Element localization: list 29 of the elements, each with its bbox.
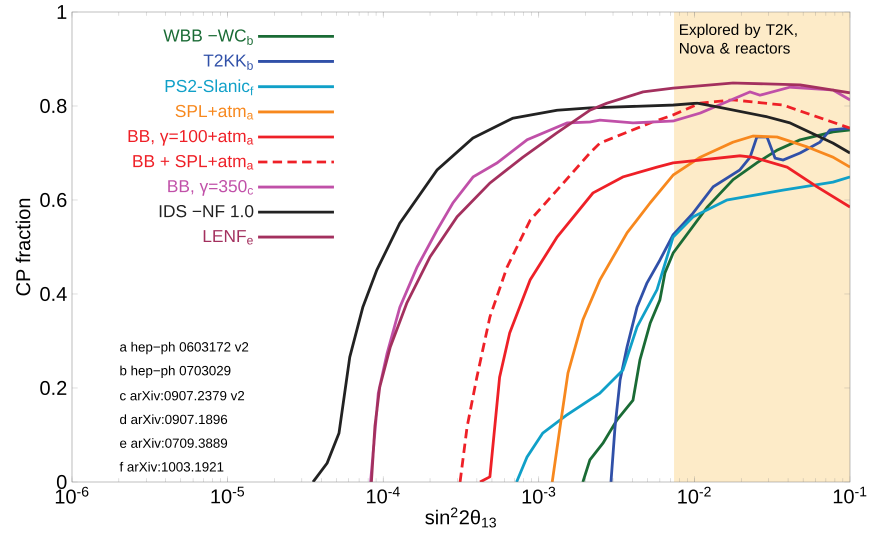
legend-label: WBB −WC$_{b}$: [163, 29, 253, 45]
annotation: e arXiv:0709.3889: [120, 438, 228, 448]
annotation: a hep−ph 0603172 v2: [120, 342, 248, 354]
legend-label: BB, γ=350$_{c}$: [168, 180, 254, 196]
x-tick-label: 10$^{-2}$: [678, 486, 711, 504]
legend-label: T2KK$_{b}$: [204, 54, 253, 70]
x-axis-title: sin$^{2}$2θ$_{13}$: [425, 507, 496, 528]
x-tick-label: 10$^{-5}$: [211, 486, 244, 504]
legend-label: IDS −NF 1.0: [160, 205, 254, 218]
legend-label: LENF$_{e}$: [204, 230, 253, 245]
legend-label: PS2-Slanic$_{f}$: [166, 79, 254, 96]
y-axis-title: CP fraction: [16, 198, 30, 296]
annotation: d arXiv:0907.1896: [120, 414, 228, 424]
x-tick-label: 10$^{-1}$: [834, 486, 866, 504]
y-tick-label: 0.8: [40, 98, 66, 114]
legend-label: SPL+atm$_{a}$: [176, 104, 254, 120]
y-tick-label: 1: [58, 5, 66, 19]
legend-label: BB + SPL+atm$_{a}$: [133, 154, 254, 170]
annotation: f arXiv:1003.1921: [120, 462, 224, 472]
x-tick-label: 10$^{-3}$: [522, 486, 556, 504]
y-tick-label: 0.4: [40, 286, 67, 302]
y-tick-label: 0.6: [40, 192, 66, 208]
legend-label: BB, γ=100+atm$_{a}$: [128, 130, 254, 146]
annotation: b hep−ph 0703029: [120, 366, 230, 378]
y-tick-label: 0.2: [40, 380, 66, 396]
y-tick-label: 0: [56, 474, 66, 490]
band-label: Explored by T2K, Nova & reactors: [680, 24, 797, 54]
annotation: c arXiv:0907.2379 v2: [120, 390, 244, 400]
x-tick-label: 10$^{-4}$: [367, 486, 400, 504]
